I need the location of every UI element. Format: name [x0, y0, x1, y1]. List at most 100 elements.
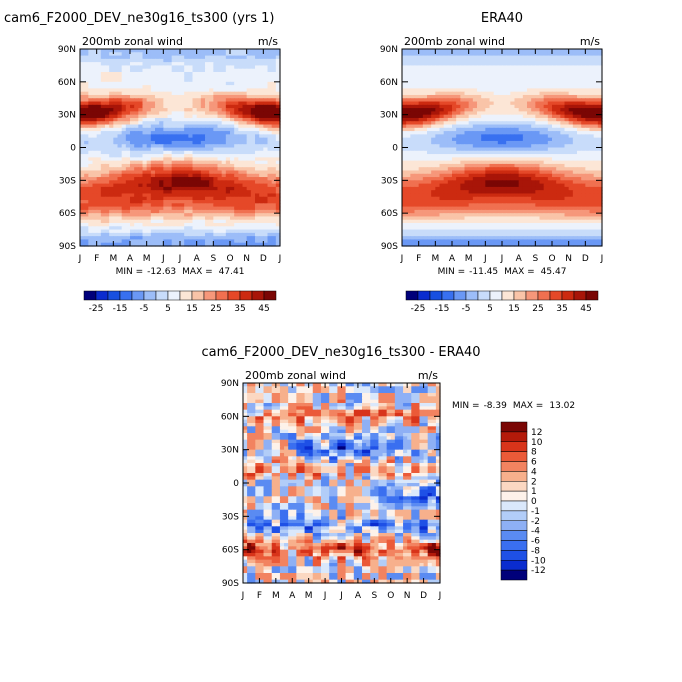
heatmap-cell [552, 111, 557, 116]
heatmap-cell [225, 137, 231, 142]
heatmap-cell [506, 98, 511, 103]
heatmap-cell [171, 242, 177, 247]
heatmap-cell [142, 154, 148, 158]
heatmap-cell [460, 131, 466, 135]
heatmap-cell [539, 78, 545, 83]
heatmap-cell [431, 111, 436, 116]
heatmap-cell [577, 98, 582, 103]
heatmap-cell [418, 71, 424, 76]
heatmap-cell [155, 101, 160, 106]
heatmap-cell [159, 213, 164, 218]
heatmap-cell [167, 137, 173, 142]
heatmap-cell [497, 88, 503, 93]
heatmap-cell [84, 203, 89, 208]
heatmap-cell [180, 121, 185, 126]
heatmap-cell [192, 121, 198, 126]
heatmap-cell [522, 137, 528, 142]
heatmap-cell [155, 186, 160, 191]
heatmap-cell [589, 127, 595, 132]
heatmap-cell [84, 75, 89, 80]
heatmap-cell [531, 134, 536, 139]
heatmap-cell [184, 167, 189, 172]
heatmap-cell [589, 183, 595, 188]
heatmap-cell [593, 154, 599, 158]
heatmap-cell [96, 160, 102, 165]
heatmap-cell [100, 157, 106, 162]
heatmap-cell [100, 81, 106, 86]
heatmap-cell [502, 160, 507, 165]
heatmap-cell [121, 114, 127, 119]
heatmap-cell [242, 137, 248, 142]
heatmap-cell [527, 85, 532, 89]
heatmap-cell [138, 85, 144, 89]
heatmap-cell [250, 213, 256, 218]
heatmap-cell [468, 134, 474, 139]
heatmap-cell [485, 94, 491, 99]
heatmap-cell [485, 111, 491, 116]
heatmap-cell [435, 157, 441, 162]
heatmap-cell [427, 65, 432, 70]
heatmap-cell [84, 55, 89, 60]
heatmap-cell [255, 134, 260, 139]
heatmap-cell [217, 226, 223, 231]
heatmap-cell [238, 65, 244, 70]
heatmap-cell [439, 173, 445, 178]
units-label: m/s [258, 35, 278, 48]
heatmap-cell [230, 196, 235, 201]
heatmap-cell [539, 111, 545, 116]
heatmap-cell [585, 104, 591, 109]
heatmap-cell [572, 101, 578, 106]
heatmap-cell [88, 49, 94, 53]
heatmap-cell [402, 101, 407, 106]
heatmap-cell [589, 140, 595, 145]
heatmap-cell [514, 94, 520, 99]
heatmap-cell [464, 85, 470, 89]
heatmap-cell [159, 94, 164, 99]
heatmap-cell [422, 71, 428, 76]
heatmap-cell [447, 160, 453, 165]
heatmap-cell [105, 180, 110, 185]
heatmap-cell [142, 121, 148, 126]
heatmap-cell [184, 157, 189, 162]
heatmap-cell [572, 88, 578, 93]
heatmap-cell [485, 137, 491, 142]
heatmap-cell [113, 186, 119, 191]
heatmap-cell [105, 144, 110, 149]
heatmap-cell [255, 216, 260, 221]
heatmap-cell [117, 232, 123, 237]
heatmap-cell [213, 229, 219, 234]
heatmap-cell [155, 111, 160, 116]
heatmap-cell [402, 160, 407, 165]
heatmap-cell [80, 173, 85, 178]
heatmap-cell [92, 196, 98, 201]
heatmap-cell [138, 101, 144, 106]
heatmap-cell [171, 183, 177, 188]
heatmap-cell [230, 170, 235, 175]
heatmap-cell [443, 49, 449, 53]
heatmap-cell [138, 71, 144, 76]
heatmap-cell [431, 163, 436, 168]
heatmap-cell [597, 160, 603, 165]
heatmap-cell [255, 91, 260, 96]
heatmap-cell [514, 134, 520, 139]
heatmap-cell [581, 134, 586, 139]
heatmap-cell [522, 163, 528, 168]
heatmap-cell [481, 114, 486, 119]
heatmap-cell [100, 219, 106, 224]
heatmap-cell [435, 111, 441, 116]
heatmap-cell [138, 104, 144, 109]
heatmap-cell [560, 65, 566, 70]
heatmap-cell [100, 91, 106, 96]
heatmap-cell [242, 239, 248, 244]
heatmap-cell [477, 49, 482, 53]
heatmap-cell [506, 173, 511, 178]
colorbar-swatch [203, 290, 217, 301]
heatmap-cell [422, 121, 428, 126]
heatmap-cell [130, 186, 135, 191]
heatmap-cell [105, 121, 110, 126]
heatmap-cell [225, 131, 231, 135]
heatmap-cell [225, 88, 231, 93]
heatmap-cell [196, 58, 202, 63]
heatmap-cell [209, 206, 214, 211]
heatmap-cell [456, 173, 461, 178]
